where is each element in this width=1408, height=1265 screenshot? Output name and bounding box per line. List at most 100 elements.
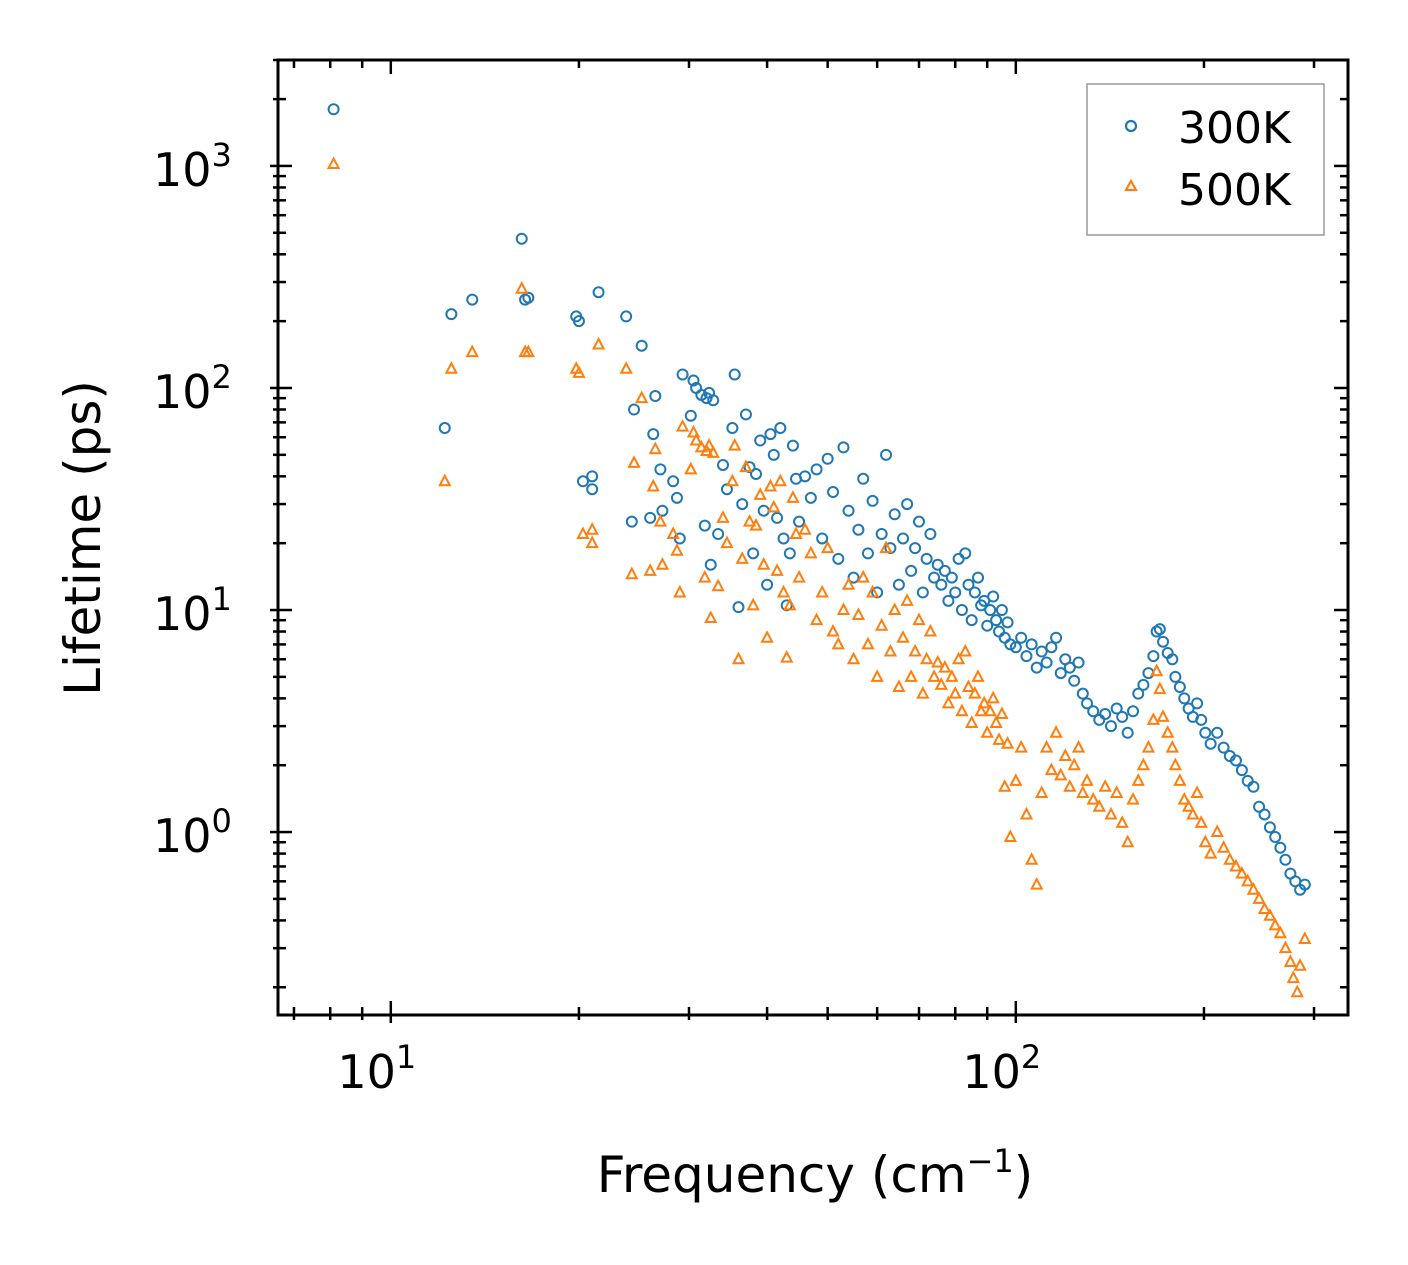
point-500k-8: [572, 365, 586, 378]
point-500k-23: [670, 543, 684, 556]
point-300k-128: [1087, 705, 1100, 718]
point-300k-153: [1204, 737, 1217, 750]
point-500k-87: [927, 669, 941, 682]
point-500k-118: [1039, 739, 1054, 753]
point-500k-97: [961, 679, 976, 693]
point-500k-3: [465, 344, 479, 358]
point-300k-152: [1199, 726, 1212, 739]
point-500k-142: [1156, 709, 1170, 722]
point-500k-132: [1110, 785, 1124, 798]
point-500k-100: [971, 669, 985, 682]
point-300k-120: [1050, 631, 1063, 644]
point-500k-49: [763, 478, 778, 492]
point-500k-116: [1030, 876, 1044, 890]
point-300k-6: [522, 291, 535, 304]
legend-marker-300k: [1124, 119, 1138, 133]
point-500k-164: [1268, 917, 1282, 931]
point-300k-9: [576, 475, 589, 488]
point-300k-44: [747, 547, 760, 560]
point-300k-35: [712, 527, 725, 540]
point-500k-20: [653, 514, 668, 527]
point-500k-79: [896, 630, 910, 643]
point-500k-168: [1286, 970, 1301, 984]
point-500k-134: [1121, 834, 1135, 848]
point-500k-36: [716, 510, 730, 523]
point-300k-125: [1072, 656, 1085, 669]
point-300k-123: [1063, 661, 1076, 674]
point-500k-25: [675, 418, 690, 432]
point-300k-34: [707, 394, 720, 407]
point-500k-169: [1290, 984, 1304, 998]
point-500k-103: [980, 725, 994, 738]
point-300k-46: [754, 434, 767, 447]
point-500k-146: [1173, 773, 1187, 786]
point-300k-137: [1137, 678, 1150, 691]
point-300k-48: [761, 578, 774, 591]
series-500k: [326, 156, 1312, 998]
point-500k-10: [585, 522, 599, 535]
point-500k-13: [619, 361, 633, 374]
point-500k-59: [798, 522, 812, 535]
point-500k-144: [1165, 739, 1179, 753]
y-tick-label-10: 101: [153, 580, 232, 641]
point-300k-130: [1099, 708, 1112, 721]
point-500k-21: [655, 557, 670, 570]
point-500k-40: [731, 651, 746, 665]
point-300k-85: [920, 552, 933, 565]
point-500k-120: [1049, 725, 1063, 738]
point-500k-53: [776, 584, 791, 598]
legend-label-500k: 500K: [1178, 165, 1292, 216]
point-300k-19: [649, 390, 662, 403]
point-500k-147: [1177, 791, 1191, 805]
point-300k-97: [962, 578, 975, 591]
point-500k-72: [865, 584, 880, 598]
point-300k-13: [620, 310, 633, 323]
point-500k-108: [995, 706, 1009, 720]
point-500k-92: [945, 669, 959, 682]
point-300k-41: [736, 498, 749, 511]
point-500k-56: [786, 490, 800, 503]
point-300k-132: [1110, 702, 1123, 715]
point-300k-53: [777, 532, 790, 545]
point-500k-85: [919, 651, 934, 665]
point-500k-155: [1216, 840, 1231, 853]
point-500k-2: [444, 361, 459, 374]
point-500k-62: [815, 584, 829, 598]
point-300k-21: [656, 504, 669, 517]
point-500k-89: [934, 677, 948, 690]
x-tick-labels: 101 102: [337, 1038, 1041, 1099]
point-300k-134: [1121, 726, 1134, 739]
point-300k-117: [1035, 645, 1048, 658]
point-500k-78: [892, 679, 906, 693]
point-300k-92: [945, 571, 958, 584]
point-500k-61: [809, 612, 824, 626]
point-500k-153: [1204, 845, 1218, 859]
point-500k-170: [1293, 958, 1307, 971]
point-500k-15: [627, 455, 641, 468]
point-500k-29: [694, 439, 709, 453]
point-500k-48: [760, 630, 774, 643]
point-300k-121: [1054, 667, 1067, 680]
point-500k-37: [720, 535, 734, 549]
point-500k-151: [1194, 815, 1208, 828]
point-500k-46: [753, 487, 767, 500]
point-500k-127: [1080, 773, 1094, 786]
point-300k-27: [687, 374, 700, 387]
point-300k-30: [698, 519, 711, 532]
point-500k-75: [879, 540, 893, 554]
point-300k-133: [1116, 710, 1129, 723]
point-300k-83: [912, 515, 925, 528]
point-300k-141: [1153, 623, 1166, 636]
point-500k-32: [702, 437, 716, 451]
point-500k-18: [646, 478, 660, 492]
point-300k-61: [810, 463, 823, 476]
point-500k-119: [1044, 762, 1059, 776]
point-300k-71: [861, 547, 874, 560]
point-300k-56: [786, 439, 799, 452]
x-tick-label-100: 102: [962, 1038, 1041, 1099]
point-300k-10: [586, 470, 599, 483]
point-300k-170: [1298, 878, 1311, 891]
point-300k-79: [897, 532, 910, 545]
point-300k-103: [981, 619, 994, 632]
point-500k-91: [941, 695, 956, 709]
